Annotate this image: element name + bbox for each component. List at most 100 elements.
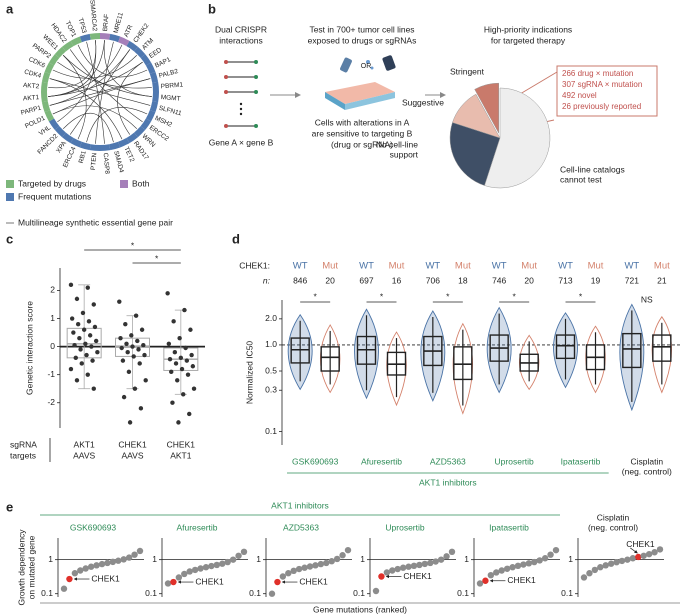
data-point xyxy=(177,335,182,341)
data-point xyxy=(130,344,135,349)
box xyxy=(622,332,642,369)
data-point xyxy=(186,568,193,575)
data-point xyxy=(85,372,90,377)
slice-label: Stringent xyxy=(450,66,485,76)
annotation: CHEK1 xyxy=(299,576,328,586)
data-point xyxy=(132,386,138,391)
n-label: 20 xyxy=(325,275,335,285)
status-label: Mut xyxy=(455,261,471,272)
data-point xyxy=(185,372,191,377)
significance-label: * xyxy=(446,291,450,301)
cell-dish-icon xyxy=(325,55,396,110)
data-point xyxy=(372,587,380,595)
data-point xyxy=(219,560,226,567)
data-point xyxy=(279,573,287,580)
pie-slice xyxy=(484,87,551,189)
data-point xyxy=(178,355,184,361)
gene-arc xyxy=(70,137,82,148)
slice-label: support xyxy=(390,149,419,159)
annotation: CHEK1 xyxy=(626,539,655,549)
data-point xyxy=(547,551,554,558)
gene-pair-link xyxy=(63,112,114,143)
data-point xyxy=(175,574,183,581)
data-point xyxy=(312,562,319,569)
data-point xyxy=(541,555,549,562)
data-point xyxy=(624,556,631,563)
box xyxy=(320,346,340,372)
gene-label: CASP8 xyxy=(102,152,111,174)
step-caption: Cells with alterations in A xyxy=(315,117,410,127)
gene-pair-link xyxy=(63,55,152,97)
data-point xyxy=(191,386,197,391)
gene-arc xyxy=(41,81,48,93)
step-title: High-priority indications xyxy=(484,24,572,34)
data-point xyxy=(432,558,439,565)
data-point xyxy=(290,567,297,575)
gene-pair-link xyxy=(57,40,97,123)
data-point xyxy=(182,307,187,313)
gene-pair-link xyxy=(52,55,137,79)
annotation-arrow xyxy=(630,547,638,554)
status-label: Mut xyxy=(588,261,604,272)
box xyxy=(652,334,672,362)
gene-arc xyxy=(79,141,91,151)
data-point xyxy=(181,570,188,578)
group-label: AAVS xyxy=(73,450,95,460)
callout-text: 266 drug × mutation xyxy=(562,69,633,78)
data-point xyxy=(503,565,511,572)
n-label: 746 xyxy=(492,275,506,285)
n-label: 16 xyxy=(392,275,402,285)
gene-label: VHL xyxy=(38,124,53,137)
gene-arc xyxy=(44,62,55,74)
data-point xyxy=(119,345,124,351)
y-tick-label: 0.1 xyxy=(457,588,469,598)
gene-label: ATM xyxy=(141,37,155,51)
data-point xyxy=(139,327,145,332)
box xyxy=(555,334,576,360)
n-label: 846 xyxy=(293,275,307,285)
gene-label: PALB2 xyxy=(158,68,179,80)
step-title: interactions xyxy=(219,35,262,45)
drug-label: AZD5363 xyxy=(430,456,466,466)
data-point xyxy=(131,551,138,558)
slice-label: Cell-line catalogs xyxy=(560,164,625,174)
callout-text: 307 sgRNA × mutation xyxy=(562,80,642,89)
plot-title: (neg. control) xyxy=(588,522,638,532)
n-label: 19 xyxy=(591,275,601,285)
gene-arc xyxy=(89,144,101,151)
plot-title: Afuresertib xyxy=(176,522,217,532)
gene-label: TET2 xyxy=(122,146,135,164)
panel-label: b xyxy=(208,1,216,16)
data-point xyxy=(597,564,604,571)
highlight-point xyxy=(170,578,177,586)
n-label: 21 xyxy=(657,275,667,285)
data-point xyxy=(172,350,178,355)
data-point xyxy=(399,564,407,571)
gene-label: AKT2 xyxy=(23,82,40,90)
data-point xyxy=(78,347,83,352)
data-point xyxy=(437,556,445,563)
legend-swatch xyxy=(120,180,128,188)
gene-pair-link xyxy=(49,78,123,140)
data-point xyxy=(165,291,170,296)
gene-arc xyxy=(54,126,66,138)
gene-label: CDK6 xyxy=(27,56,46,70)
data-point xyxy=(74,296,80,302)
data-point xyxy=(656,546,664,553)
y-tick-label: 1 xyxy=(152,554,157,564)
y-tick-label: 1.0 xyxy=(265,339,277,349)
header-label: CHEK1: xyxy=(239,260,270,270)
gene-arc xyxy=(126,40,138,52)
annotation: CHEK1 xyxy=(195,576,224,586)
gene-arc xyxy=(48,54,60,66)
data-point xyxy=(591,566,599,574)
significance-label: NS xyxy=(641,294,653,304)
data-point xyxy=(536,557,543,564)
data-point xyxy=(74,378,80,383)
pie-slice xyxy=(474,82,500,134)
step-title: Dual CRISPR xyxy=(215,24,267,34)
n-label: 706 xyxy=(426,275,440,285)
gene-label: SMARCA2 xyxy=(88,0,98,32)
data-point xyxy=(82,565,89,572)
gene-pair-link xyxy=(63,55,87,140)
